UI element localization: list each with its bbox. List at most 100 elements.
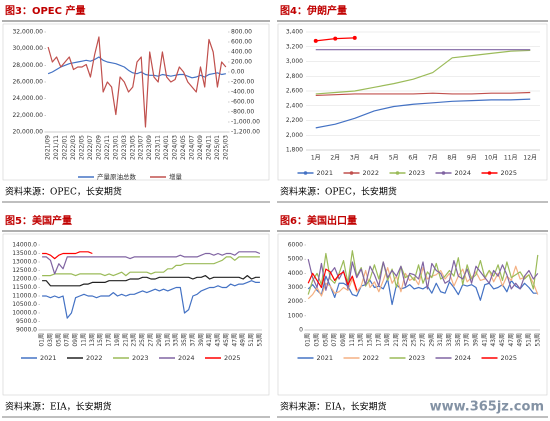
y2-tick-label: -200.00: [231, 79, 254, 86]
legend-marker: [349, 171, 354, 175]
x-tick-label: 49周: [240, 333, 247, 347]
legend-label: 2021: [40, 354, 57, 362]
point: [352, 35, 357, 40]
y-tick-label: 26,000.00: [12, 79, 43, 86]
y-tick-label: 3,400: [286, 29, 303, 36]
y-tick-label: 1,800: [286, 147, 303, 154]
x-tick-label: 45周: [223, 333, 230, 347]
x-tick-label: 2023/09: [146, 135, 153, 160]
series-line: [315, 91, 531, 97]
x-tick-label: 43周: [490, 333, 497, 347]
y2-tick-label: 600.00: [231, 39, 252, 46]
y2-tick-label: -400.00: [231, 89, 254, 96]
x-tick-label: 2024/01: [163, 135, 170, 160]
panel-title: 图3：OPEC 产量: [5, 4, 85, 17]
series-line: [42, 251, 93, 260]
x-tick-label: 49周: [517, 333, 524, 347]
x-tick-label: 01周: [39, 333, 46, 347]
x-tick-label: 51周: [525, 333, 532, 347]
x-tick-label: 51周: [248, 333, 255, 347]
y-tick-label: 0: [299, 327, 303, 334]
x-tick-label: 2024/05: [180, 135, 187, 160]
y-tick-label: 22,000.00: [12, 112, 43, 119]
x-tick-label: 23周: [131, 333, 138, 347]
series-line: [315, 98, 531, 129]
legend-label: 2024: [455, 354, 472, 362]
chart-frame: [277, 23, 548, 181]
x-tick-label: 6月: [408, 155, 418, 162]
legend-label: 2022: [363, 169, 380, 177]
y2-tick-label: 400.00: [231, 49, 252, 56]
x-tick-label: 15周: [367, 333, 374, 347]
x-tick-label: 19周: [384, 333, 391, 347]
x-tick-label: 07周: [64, 333, 71, 347]
x-tick-label: 25周: [139, 333, 146, 347]
x-tick-label: 45周: [499, 333, 506, 347]
x-tick-label: 03周: [314, 333, 321, 347]
series-line: [42, 251, 261, 275]
x-tick-label: 29周: [156, 333, 163, 347]
x-tick-label: 2024/07: [189, 135, 196, 160]
legend-label: 增量: [169, 172, 183, 181]
series-line: [42, 275, 260, 287]
y-tick-label: 12500.0: [12, 267, 37, 274]
series-line: [47, 56, 226, 79]
y-tick-label: 2,200: [286, 117, 303, 124]
x-tick-label: 11周: [349, 333, 356, 347]
x-tick-label: 23周: [402, 333, 409, 347]
y2-tick-label: 200.00: [231, 59, 252, 66]
x-tick-label: 2024/11: [205, 135, 212, 160]
legend-label: 2023: [409, 169, 426, 177]
legend-label: 产量原油总数: [97, 172, 137, 181]
y-tick-label: 1000: [288, 312, 303, 319]
source-note: 资料来源：EIA，长安期货: [5, 401, 112, 413]
x-tick-label: 37周: [189, 333, 196, 347]
y-tick-label: 2,600: [286, 88, 303, 95]
x-tick-label: 15周: [97, 333, 104, 347]
y-tick-label: 10500.0: [12, 301, 37, 308]
x-tick-label: 29周: [428, 333, 435, 347]
y-tick-label: 6000: [288, 242, 303, 249]
y-tick-label: 12000.0: [12, 276, 37, 283]
legend-label: 2025: [501, 354, 518, 362]
chart-frame: [2, 233, 270, 396]
y-tick-label: 2,800: [286, 73, 303, 80]
x-tick-label: 35周: [181, 333, 188, 347]
x-tick-label: 4月: [369, 155, 379, 162]
legend-label: 2025: [501, 169, 518, 177]
x-tick-label: 03周: [47, 333, 54, 347]
y-tick-label: 2,000: [286, 132, 303, 139]
x-tick-label: 41周: [206, 333, 213, 347]
x-tick-label: 2023/11: [155, 135, 162, 160]
y-tick-label: 14000.0: [12, 242, 37, 249]
y-tick-label: 9500.0: [16, 318, 37, 325]
y-tick-label: 10000.0: [12, 310, 37, 317]
legend-label: 2023: [132, 354, 149, 362]
watermark: www.365jz.com: [430, 400, 544, 415]
legend-label: 2022: [363, 354, 380, 362]
x-tick-label: 2023/03: [121, 135, 128, 160]
point: [333, 36, 338, 41]
x-tick-label: 8月: [447, 155, 457, 162]
y-tick-label: 4000: [288, 270, 303, 277]
x-tick-label: 05周: [322, 333, 329, 347]
x-tick-label: 2022/09: [95, 135, 102, 160]
x-tick-label: 47周: [231, 333, 238, 347]
x-tick-label: 43周: [215, 333, 222, 347]
series-line: [42, 256, 260, 277]
x-tick-label: 09周: [72, 333, 79, 347]
x-tick-label: 17周: [375, 333, 382, 347]
y-tick-label: 11500.0: [12, 284, 37, 291]
x-tick-label: 39周: [198, 333, 205, 347]
y-tick-label: 11000.0: [12, 293, 37, 300]
x-tick-label: 27周: [420, 333, 427, 347]
x-tick-label: 33周: [173, 333, 180, 347]
x-tick-label: 11月: [504, 155, 518, 162]
x-tick-label: 2021/09: [45, 135, 52, 160]
y-tick-label: 2000: [288, 298, 303, 305]
panel-title: 图6：美国出口量: [280, 214, 357, 227]
source-note: 资料来源：OPEC，长安期货: [5, 186, 122, 198]
point: [313, 38, 318, 43]
x-tick-label: 17周: [106, 333, 113, 347]
y-tick-label: 13000.0: [12, 259, 37, 266]
